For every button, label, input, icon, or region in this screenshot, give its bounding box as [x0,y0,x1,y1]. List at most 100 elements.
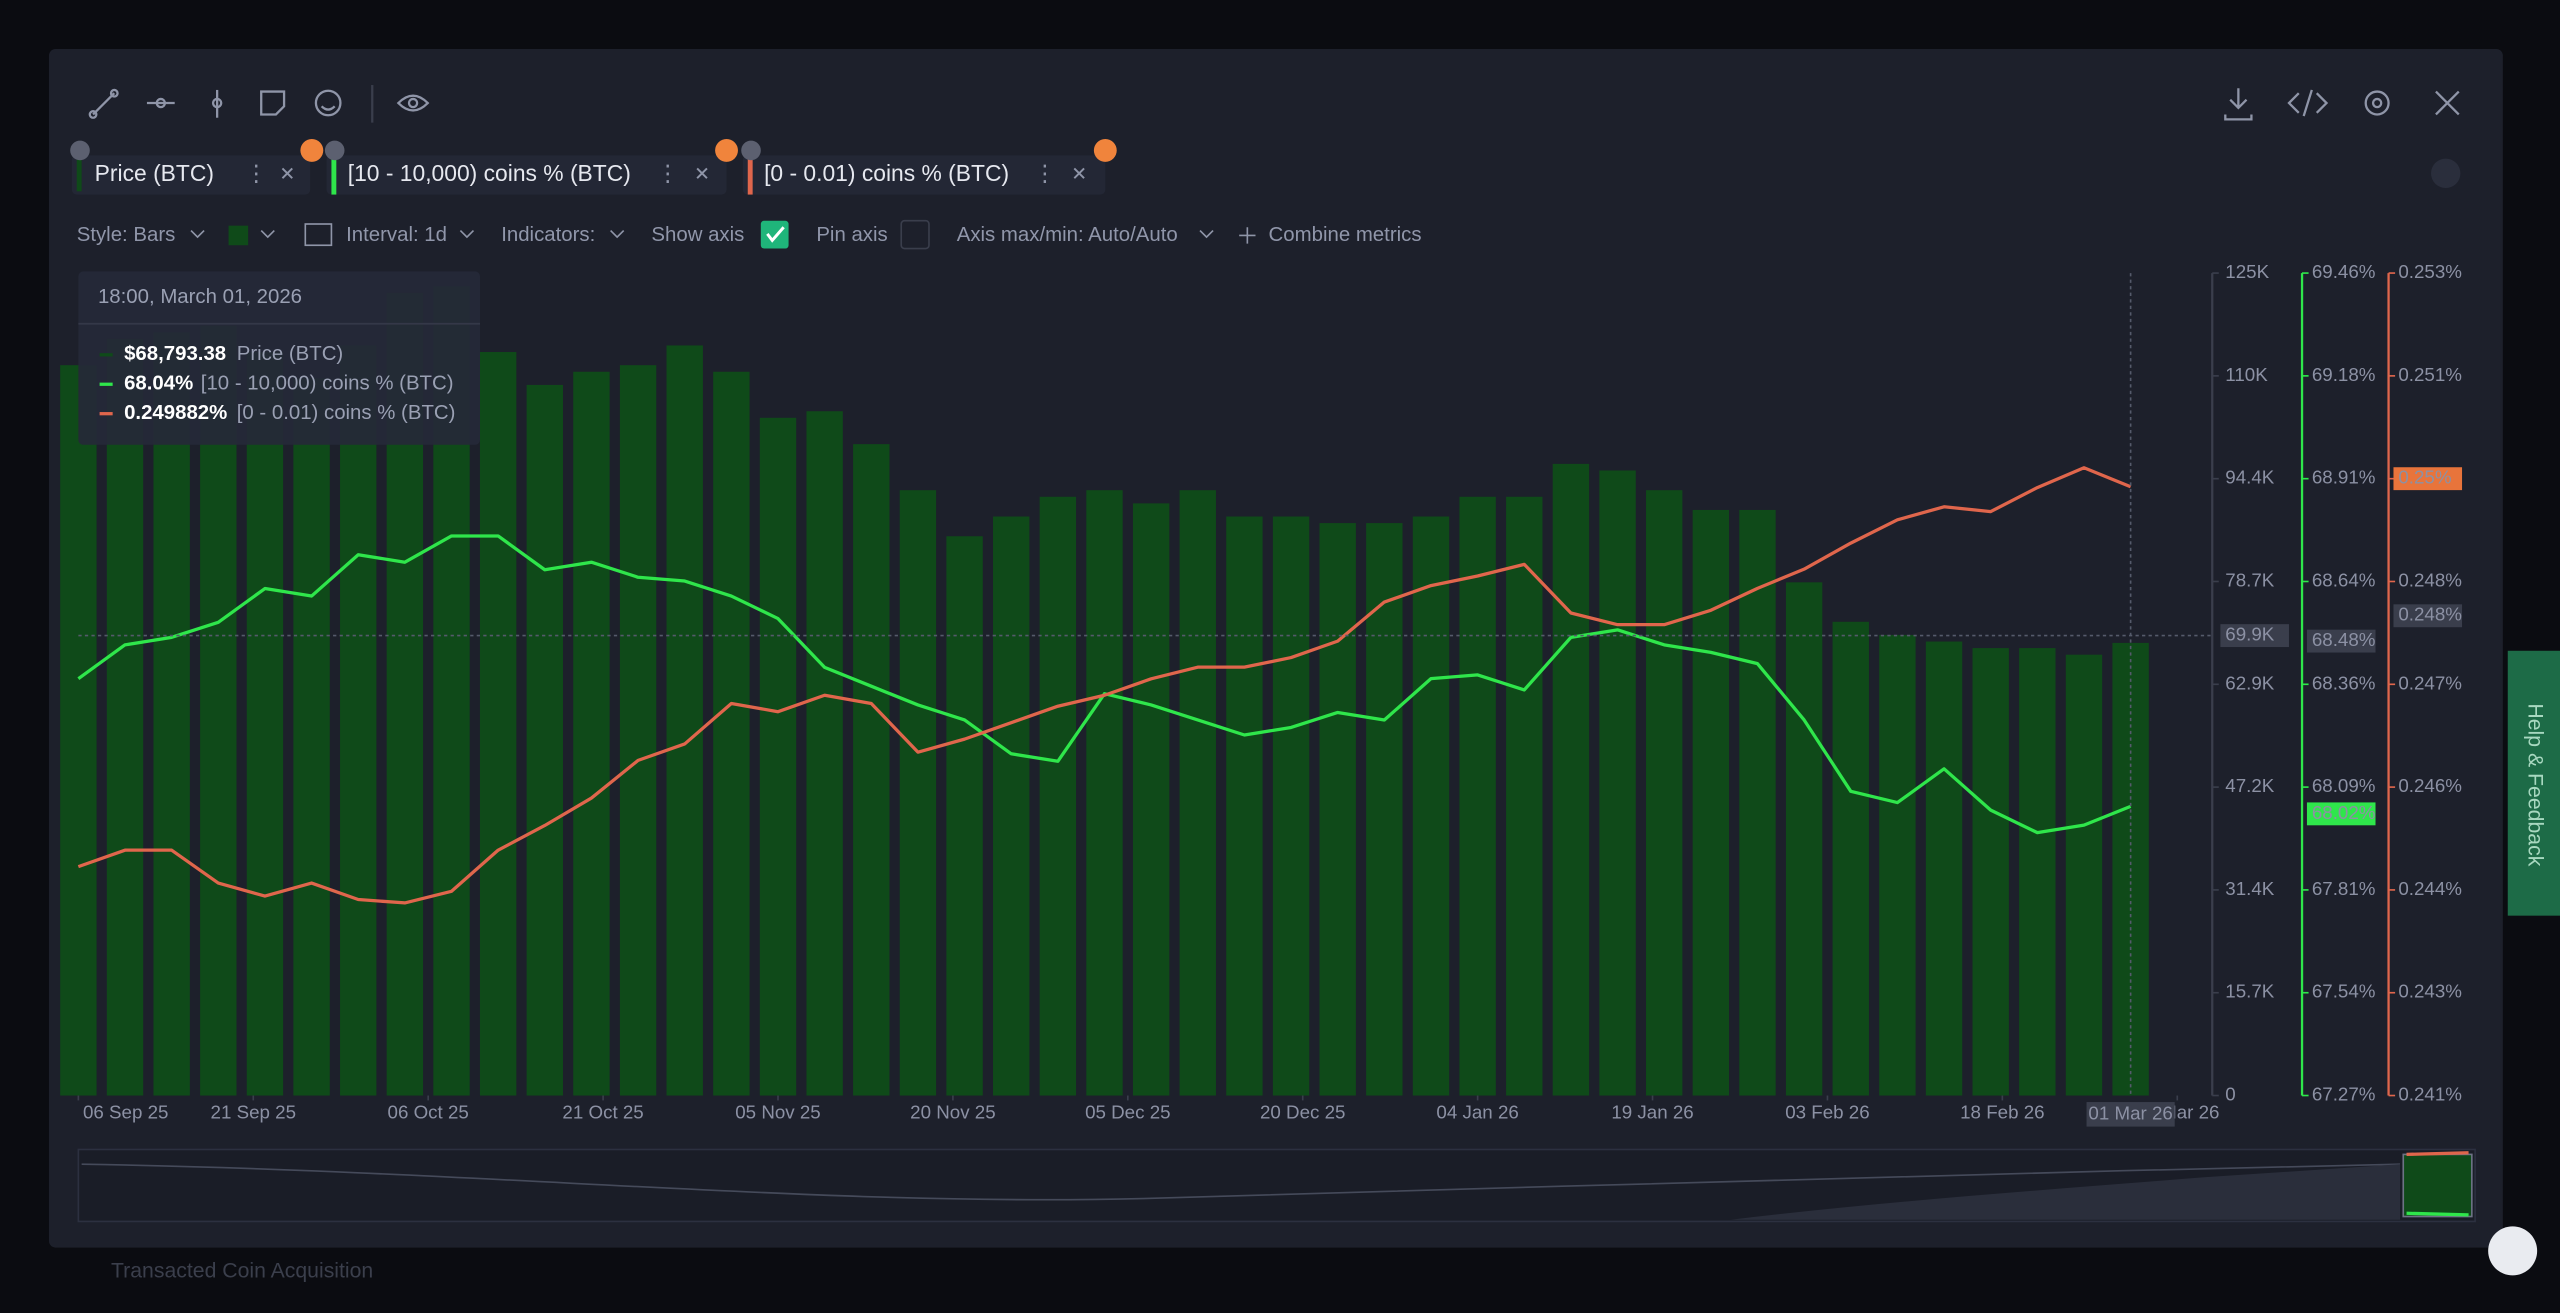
y-tick-label: 125K [2225,261,2269,282]
lock-icon [741,140,761,161]
last-value-label: 68.02% [2312,802,2376,823]
bar [713,371,750,1096]
emoji-tool[interactable] [314,89,342,117]
bar [806,411,843,1096]
tab-color [747,158,753,195]
y-tick-label: 31.4K [2225,878,2274,899]
y-tick-label: 0.247% [2398,672,2462,693]
settings-button[interactable] [2364,90,2390,116]
navigator-line [2406,1151,2469,1157]
crosshair-y-box [2393,604,2463,628]
crosshair-x-label: 01 Mar 26 [2088,1102,2172,1123]
bar [1599,470,1636,1096]
help-tab-label: Help & Feedback [2523,703,2547,866]
bar [946,536,983,1096]
crosshair-y-box [2306,629,2376,653]
bar [293,378,330,1096]
x-tick-label: 21 Oct 25 [562,1101,643,1122]
bar [153,332,190,1096]
vertical-line-tool[interactable] [211,89,223,118]
tooltip-value: $68,793.38 [124,343,226,365]
crosshair-y-label: 68.48% [2312,629,2376,650]
x-tick-label: 06 Oct 25 [388,1101,469,1122]
record-button[interactable] [2431,158,2461,189]
indicators-select[interactable]: Indicators: [501,224,595,246]
bar [1086,490,1123,1096]
x-tick-label: 04 Jan 26 [1436,1101,1518,1122]
note-tool[interactable] [260,90,286,116]
bar [899,490,937,1096]
navigator-window[interactable] [2402,1153,2473,1218]
download-button[interactable] [2224,88,2253,121]
chevron [190,229,205,239]
chart: 0 15.7K 31.4K 47.2K 62.9K 78.7K 94.4K 110K 125K 6… [60,261,2462,1127]
y-tick-label: 69.18% [2312,364,2376,385]
y-tick-label: 47.2K [2225,775,2274,796]
tab-close[interactable] [281,167,293,179]
axis-maxmin-select[interactable]: Axis max/min: Auto/Auto [957,224,1178,246]
bar [853,444,890,1096]
help-tab-bg [2507,650,2560,916]
tab-menu[interactable]: ⋮ [656,160,679,186]
trend-line-tool[interactable] [88,88,119,119]
y-tick-label: 62.9K [2225,672,2274,693]
tab-menu[interactable]: ⋮ [1033,160,1056,186]
y-tick-label: 69.46% [2312,261,2376,282]
bar [60,365,97,1096]
chevron [459,229,475,239]
y-tick-label: 67.81% [2312,878,2376,899]
tab[interactable]: [10 - 10,000) coins % (BTC) ⋮ [324,138,738,195]
tab-close[interactable] [696,167,708,179]
x-tick-label: 21 Sep 25 [211,1101,297,1122]
tab[interactable]: Price (BTC) ⋮ [70,138,324,195]
x-tick-label: 20 Nov 25 [910,1101,995,1122]
tooltip-value: 0.249882% [124,402,227,424]
chevron [1199,229,1214,239]
bar [1646,490,1683,1096]
interval-select[interactable]: Interval: 1d [346,224,447,246]
y-tick-label: 110K [2225,364,2268,385]
style-select[interactable]: Style: Bars [77,224,176,246]
y-tick-label: 67.54% [2312,981,2376,1002]
visibility-toggle[interactable] [396,94,430,112]
y-tick-label: 0.248% [2398,569,2462,590]
last-value-tag [2306,802,2376,826]
last-value-tag [2393,467,2463,491]
bar [1412,516,1450,1096]
y-tick-label: 68.36% [2312,672,2376,693]
y-tick-label: 67.27% [2312,1083,2376,1104]
tab-color [331,158,337,195]
settings-row: Style: Bars Interval: 1d Indicators: Sho… [77,219,1422,250]
tab-label: Price (BTC) [95,160,214,186]
x-tick-label: 05 Dec 25 [1085,1101,1170,1122]
tooltip-bg [78,271,481,445]
btc-badge [715,138,738,162]
tab-close[interactable] [1073,167,1085,179]
combine-metrics[interactable]: Combine metrics [1269,224,1422,246]
y-tick-label: 68.09% [2312,775,2376,796]
color-swatch[interactable] [228,225,249,246]
tooltip-date: 18:00, March 01, 2026 [98,286,302,308]
x-tick-label: 18 Feb 26 [1960,1101,2044,1122]
navigator [77,1148,2476,1223]
x-tick-label: 06 Sep 25 [83,1101,169,1122]
tab[interactable]: [0 - 0.01) coins % (BTC) ⋮ [741,138,1117,195]
bar [619,365,657,1096]
tab-label: [10 - 10,000) coins % (BTC) [348,160,631,186]
drawing-tools [88,85,2460,123]
pin-axis-checkbox[interactable] [900,219,930,250]
y-tick-label: 0.253% [2398,261,2462,282]
show-axis-checkbox[interactable] [760,220,789,249]
horizontal-line-tool[interactable] [146,97,175,109]
help-tab[interactable]: Help & Feedback [2507,650,2560,916]
bar [1459,496,1496,1096]
navigator-trace [81,1163,2401,1201]
bar [1552,463,1590,1096]
embed-button[interactable] [2287,89,2329,117]
bar [1132,503,1170,1096]
lock-icon [70,140,90,161]
chat-button[interactable] [2488,1226,2538,1276]
tab-menu[interactable]: ⋮ [245,160,268,186]
close-button[interactable] [2435,90,2460,116]
bar [1226,516,1263,1096]
